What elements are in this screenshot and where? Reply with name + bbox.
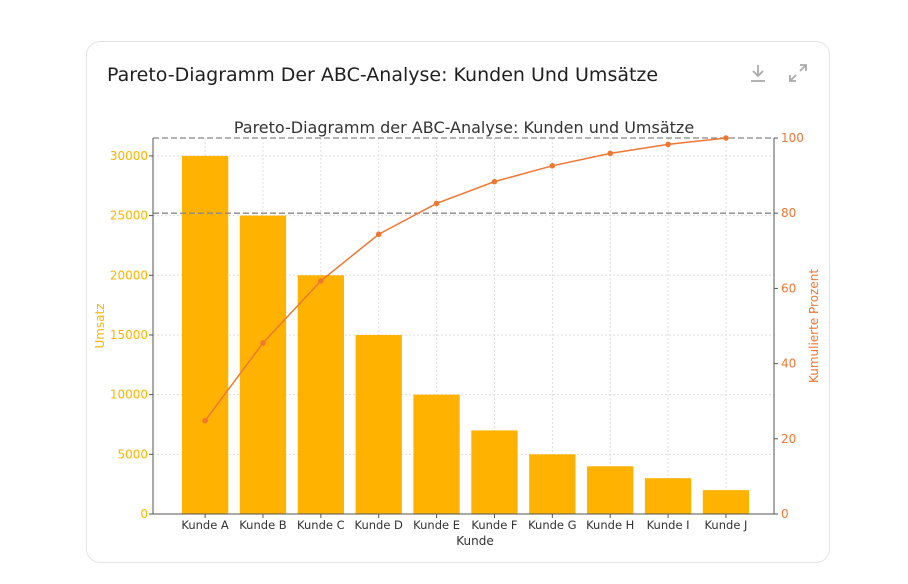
y2-tick-label: 20 [781,432,796,446]
expand-icon[interactable] [787,62,809,84]
bar [297,275,344,514]
x-tick-label: Kunde D [354,518,403,532]
download-icon[interactable] [747,62,769,84]
x-tick-label: Kunde A [181,518,229,532]
y2-tick-label: 0 [781,507,789,521]
cumulative-point [607,150,614,157]
x-tick-label: Kunde J [704,518,747,532]
y-tick-label: 10000 [110,388,148,402]
y2-tick-label: 40 [781,357,796,371]
x-tick-label: Kunde G [528,518,577,532]
y-tick-label: 30000 [110,149,148,163]
cumulative-point [491,178,498,185]
cumulative-point [260,340,266,346]
bar [529,454,576,514]
cumulative-point [549,163,556,169]
cumulative-point [318,278,324,284]
x-tick-label: Kunde C [297,518,345,532]
cumulative-point [202,417,208,424]
x-tick-label: Kunde B [239,518,287,532]
bar [587,466,634,514]
y-axis-label: Umsatz [93,303,107,348]
bar [181,155,229,514]
cumulative-line [204,137,727,422]
chart-title: Pareto-Diagramm der ABC-Analyse: Kunden … [234,118,694,137]
y-tick-label: 25000 [110,209,148,223]
y2-tick-label: 80 [781,206,796,220]
bar [355,334,402,514]
y2-axis-label: Kumulierte Prozent [807,269,821,383]
y-tick-label: 5000 [117,447,148,461]
bar [471,430,518,514]
y2-tick-label: 100 [781,131,804,145]
bar [702,490,750,514]
cumulative-point [375,231,382,238]
y-tick-label: 0 [140,507,148,521]
bar [644,478,692,514]
x-tick-label: Kunde H [586,518,634,532]
card-title: Pareto-Diagramm Der ABC-Analyse: Kunden … [107,64,659,86]
bar [413,394,460,514]
x-axis-label: Kunde [456,534,493,548]
cumulative-point [723,135,729,141]
y-tick-label: 15000 [110,328,148,342]
x-tick-label: Kunde I [647,518,690,532]
x-tick-label: Kunde F [471,518,517,532]
cumulative-point [665,141,671,148]
cumulative-point [433,200,440,207]
y2-tick-label: 60 [781,281,796,295]
x-tick-label: Kunde E [413,518,460,532]
y-tick-label: 20000 [110,268,148,282]
